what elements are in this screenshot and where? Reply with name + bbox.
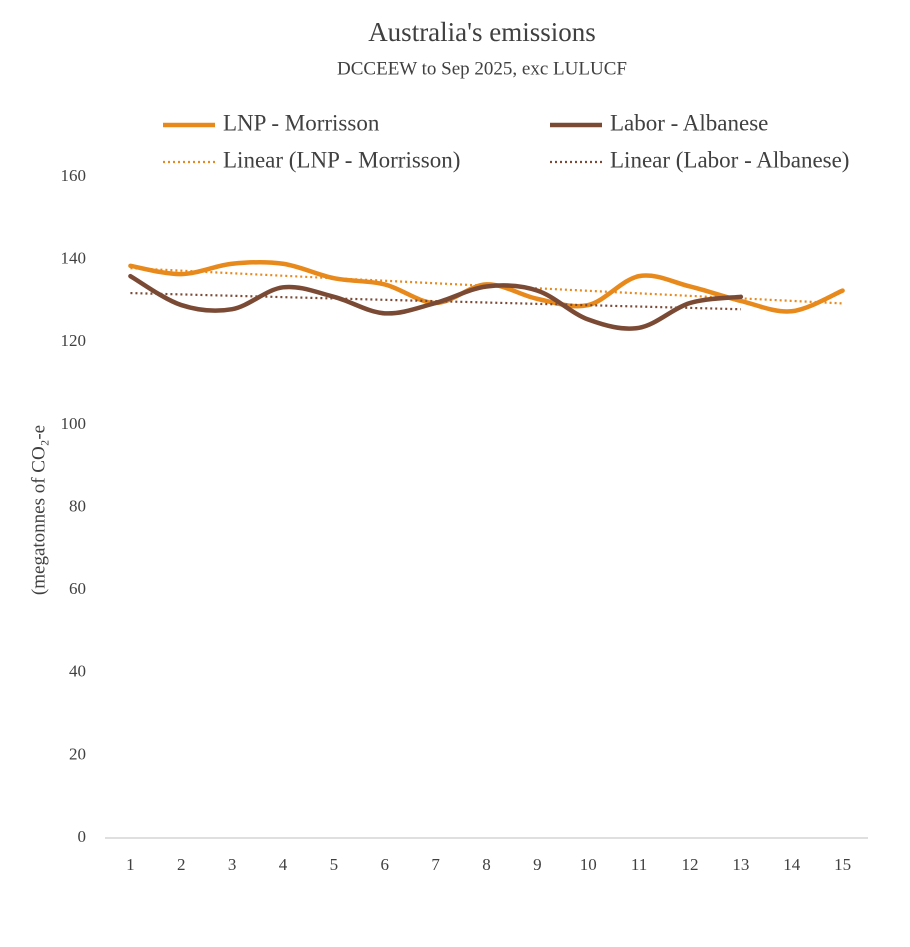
x-tick-label: 14	[783, 855, 801, 874]
chart-title: Australia's emissions	[368, 17, 596, 47]
y-tick-label: 60	[69, 579, 86, 598]
chart-subtitle: DCCEEW to Sep 2025, exc LULUCF	[337, 58, 627, 79]
x-tick-label: 3	[228, 855, 237, 874]
x-tick-label: 12	[681, 855, 698, 874]
y-tick-label: 80	[69, 496, 86, 515]
y-tick-label: 160	[61, 166, 87, 185]
x-tick-label: 4	[279, 855, 288, 874]
x-tick-label: 2	[177, 855, 186, 874]
x-tick-label: 15	[834, 855, 851, 874]
legend-label: Labor - Albanese	[610, 110, 768, 135]
y-tick-label: 20	[69, 744, 86, 763]
y-tick-label: 120	[61, 331, 87, 350]
y-tick-label: 100	[61, 414, 87, 433]
data-line	[128, 273, 744, 331]
x-tick-label: 10	[580, 855, 597, 874]
y-tick-label: 0	[78, 827, 87, 846]
legend-label: Linear (Labor - Albanese)	[610, 147, 849, 172]
x-tick-label: 11	[631, 855, 647, 874]
legend-label: LNP - Morrisson	[223, 110, 380, 135]
legend-label: Linear (LNP - Morrisson)	[223, 147, 460, 172]
y-tick-label: 140	[61, 249, 87, 268]
x-tick-label: 5	[330, 855, 339, 874]
x-tick-label: 8	[482, 855, 491, 874]
x-tick-label: 13	[732, 855, 749, 874]
y-axis-label: (megatonnes of CO₂-e	[28, 425, 49, 595]
x-tick-label: 7	[431, 855, 440, 874]
y-tick-label: 40	[69, 662, 86, 681]
x-tick-label: 1	[126, 855, 135, 874]
x-tick-label: 6	[381, 855, 390, 874]
x-tick-label: 9	[533, 855, 542, 874]
